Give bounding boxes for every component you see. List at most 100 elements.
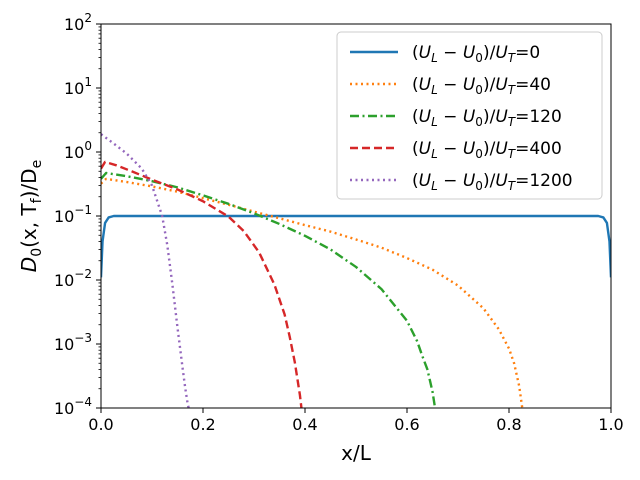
y-tick-exponent: 0 <box>84 139 92 153</box>
x-tick-label: 0.2 <box>190 415 215 434</box>
y-label-part: D <box>17 257 41 272</box>
x-tick-label: 0.8 <box>496 415 521 434</box>
y-tick-base: 10 <box>64 79 84 98</box>
y-label-sub: e <box>29 160 45 169</box>
legend-part: U <box>463 43 476 63</box>
legend-part: U <box>463 75 476 95</box>
y-tick-label: 10−3 <box>54 331 92 354</box>
legend-sub: 0 <box>475 115 483 129</box>
legend-sub: 0 <box>475 51 483 65</box>
legend-part: U <box>463 107 476 127</box>
series-layer <box>101 133 611 408</box>
legend-part: )/ <box>483 139 496 159</box>
legend-sub: L <box>431 51 438 65</box>
legend-part: )/ <box>483 107 496 127</box>
y-tick-exponent: −2 <box>74 267 92 281</box>
legend-part: − <box>438 75 463 95</box>
legend-entry-0: (UL − U0)/UT=0 <box>412 43 540 65</box>
legend-part: U <box>419 75 432 95</box>
legend-sub: T <box>508 115 517 129</box>
legend-part: )/ <box>483 43 496 63</box>
legend-part: U <box>463 171 476 191</box>
y-axis-label: D0(x, Tf)/De <box>17 160 45 272</box>
legend-part: U <box>419 171 432 191</box>
y-tick-label: 10−4 <box>54 395 92 418</box>
legend-part: ( <box>412 139 419 159</box>
legend-part: U <box>495 107 508 127</box>
y-tick-exponent: −4 <box>74 395 92 409</box>
y-label-part: )/D <box>17 168 41 198</box>
y-tick-base: 10 <box>54 335 74 354</box>
legend-value: =400 <box>515 139 562 159</box>
legend-value: =120 <box>515 107 562 127</box>
y-tick-base: 10 <box>64 15 84 34</box>
legend: (UL − U0)/UT=0(UL − U0)/UT=40(UL − U0)/U… <box>336 31 603 200</box>
legend-part: ( <box>412 75 419 95</box>
x-axis-label: x/L <box>341 441 372 465</box>
legend-sub: L <box>431 179 438 193</box>
x-tick-label: 0.4 <box>292 415 317 434</box>
legend-sub: 0 <box>475 179 483 193</box>
series-line-0 <box>101 214 611 278</box>
series-line-400 <box>101 160 303 408</box>
legend-sub: T <box>508 51 517 65</box>
legend-part: − <box>438 107 463 127</box>
legend-part: ( <box>412 107 419 127</box>
legend-value: =0 <box>515 43 540 63</box>
legend-part: U <box>419 107 432 127</box>
legend-sub: 0 <box>475 83 483 97</box>
x-tick-label: 0.0 <box>88 415 113 434</box>
y-tick-base: 10 <box>54 399 74 418</box>
legend-part: U <box>419 139 432 159</box>
y-tick-label: 100 <box>64 139 92 162</box>
legend-entry-400: (UL − U0)/UT=400 <box>412 139 562 161</box>
legend-part: ( <box>412 171 419 191</box>
legend-entry-120: (UL − U0)/UT=120 <box>412 107 562 129</box>
legend-entry-1200: (UL − U0)/UT=1200 <box>412 171 573 193</box>
y-tick-exponent: 2 <box>84 11 92 25</box>
y-tick-label: 102 <box>64 11 92 34</box>
y-tick-base: 10 <box>54 207 74 226</box>
legend-part: )/ <box>483 171 496 191</box>
legend-value: =1200 <box>515 171 573 191</box>
series-line-120 <box>101 171 437 408</box>
legend-entry-40: (UL − U0)/UT=40 <box>412 75 551 97</box>
y-tick-label: 10−2 <box>54 267 92 290</box>
legend-part: − <box>438 43 463 63</box>
legend-sub: T <box>508 83 517 97</box>
y-tick-exponent: −1 <box>74 203 92 217</box>
y-label-sub: 0 <box>29 248 45 257</box>
legend-sub: L <box>431 115 438 129</box>
x-axis: 0.0 0.2 0.4 0.6 0.8 1.0 <box>88 408 624 434</box>
legend-sub: 0 <box>475 147 483 161</box>
legend-part: − <box>438 171 463 191</box>
legend-value: =40 <box>515 75 551 95</box>
legend-sub: T <box>508 147 517 161</box>
y-tick-exponent: 1 <box>84 75 92 89</box>
legend-box <box>336 31 603 200</box>
y-label-part: (x, T <box>17 203 41 248</box>
x-tick-label: 1.0 <box>598 415 623 434</box>
y-tick-exponent: −3 <box>74 331 92 345</box>
legend-part: )/ <box>483 75 496 95</box>
legend-part: U <box>495 75 508 95</box>
legend-sub: L <box>431 83 438 97</box>
legend-part: U <box>495 43 508 63</box>
legend-part: U <box>463 139 476 159</box>
legend-part: ( <box>412 43 419 63</box>
legend-part: − <box>438 139 463 159</box>
legend-part: U <box>495 171 508 191</box>
y-label-sub: f <box>29 197 45 203</box>
y-tick-base: 10 <box>54 271 74 290</box>
legend-sub: T <box>508 179 517 193</box>
legend-part: U <box>419 43 432 63</box>
legend-sub: L <box>431 147 438 161</box>
x-tick-label: 0.6 <box>394 415 419 434</box>
series-line-40 <box>101 177 524 408</box>
legend-part: U <box>495 139 508 159</box>
y-tick-base: 10 <box>64 143 84 162</box>
y-tick-label: 10−1 <box>54 203 92 226</box>
y-tick-label: 101 <box>64 75 92 98</box>
